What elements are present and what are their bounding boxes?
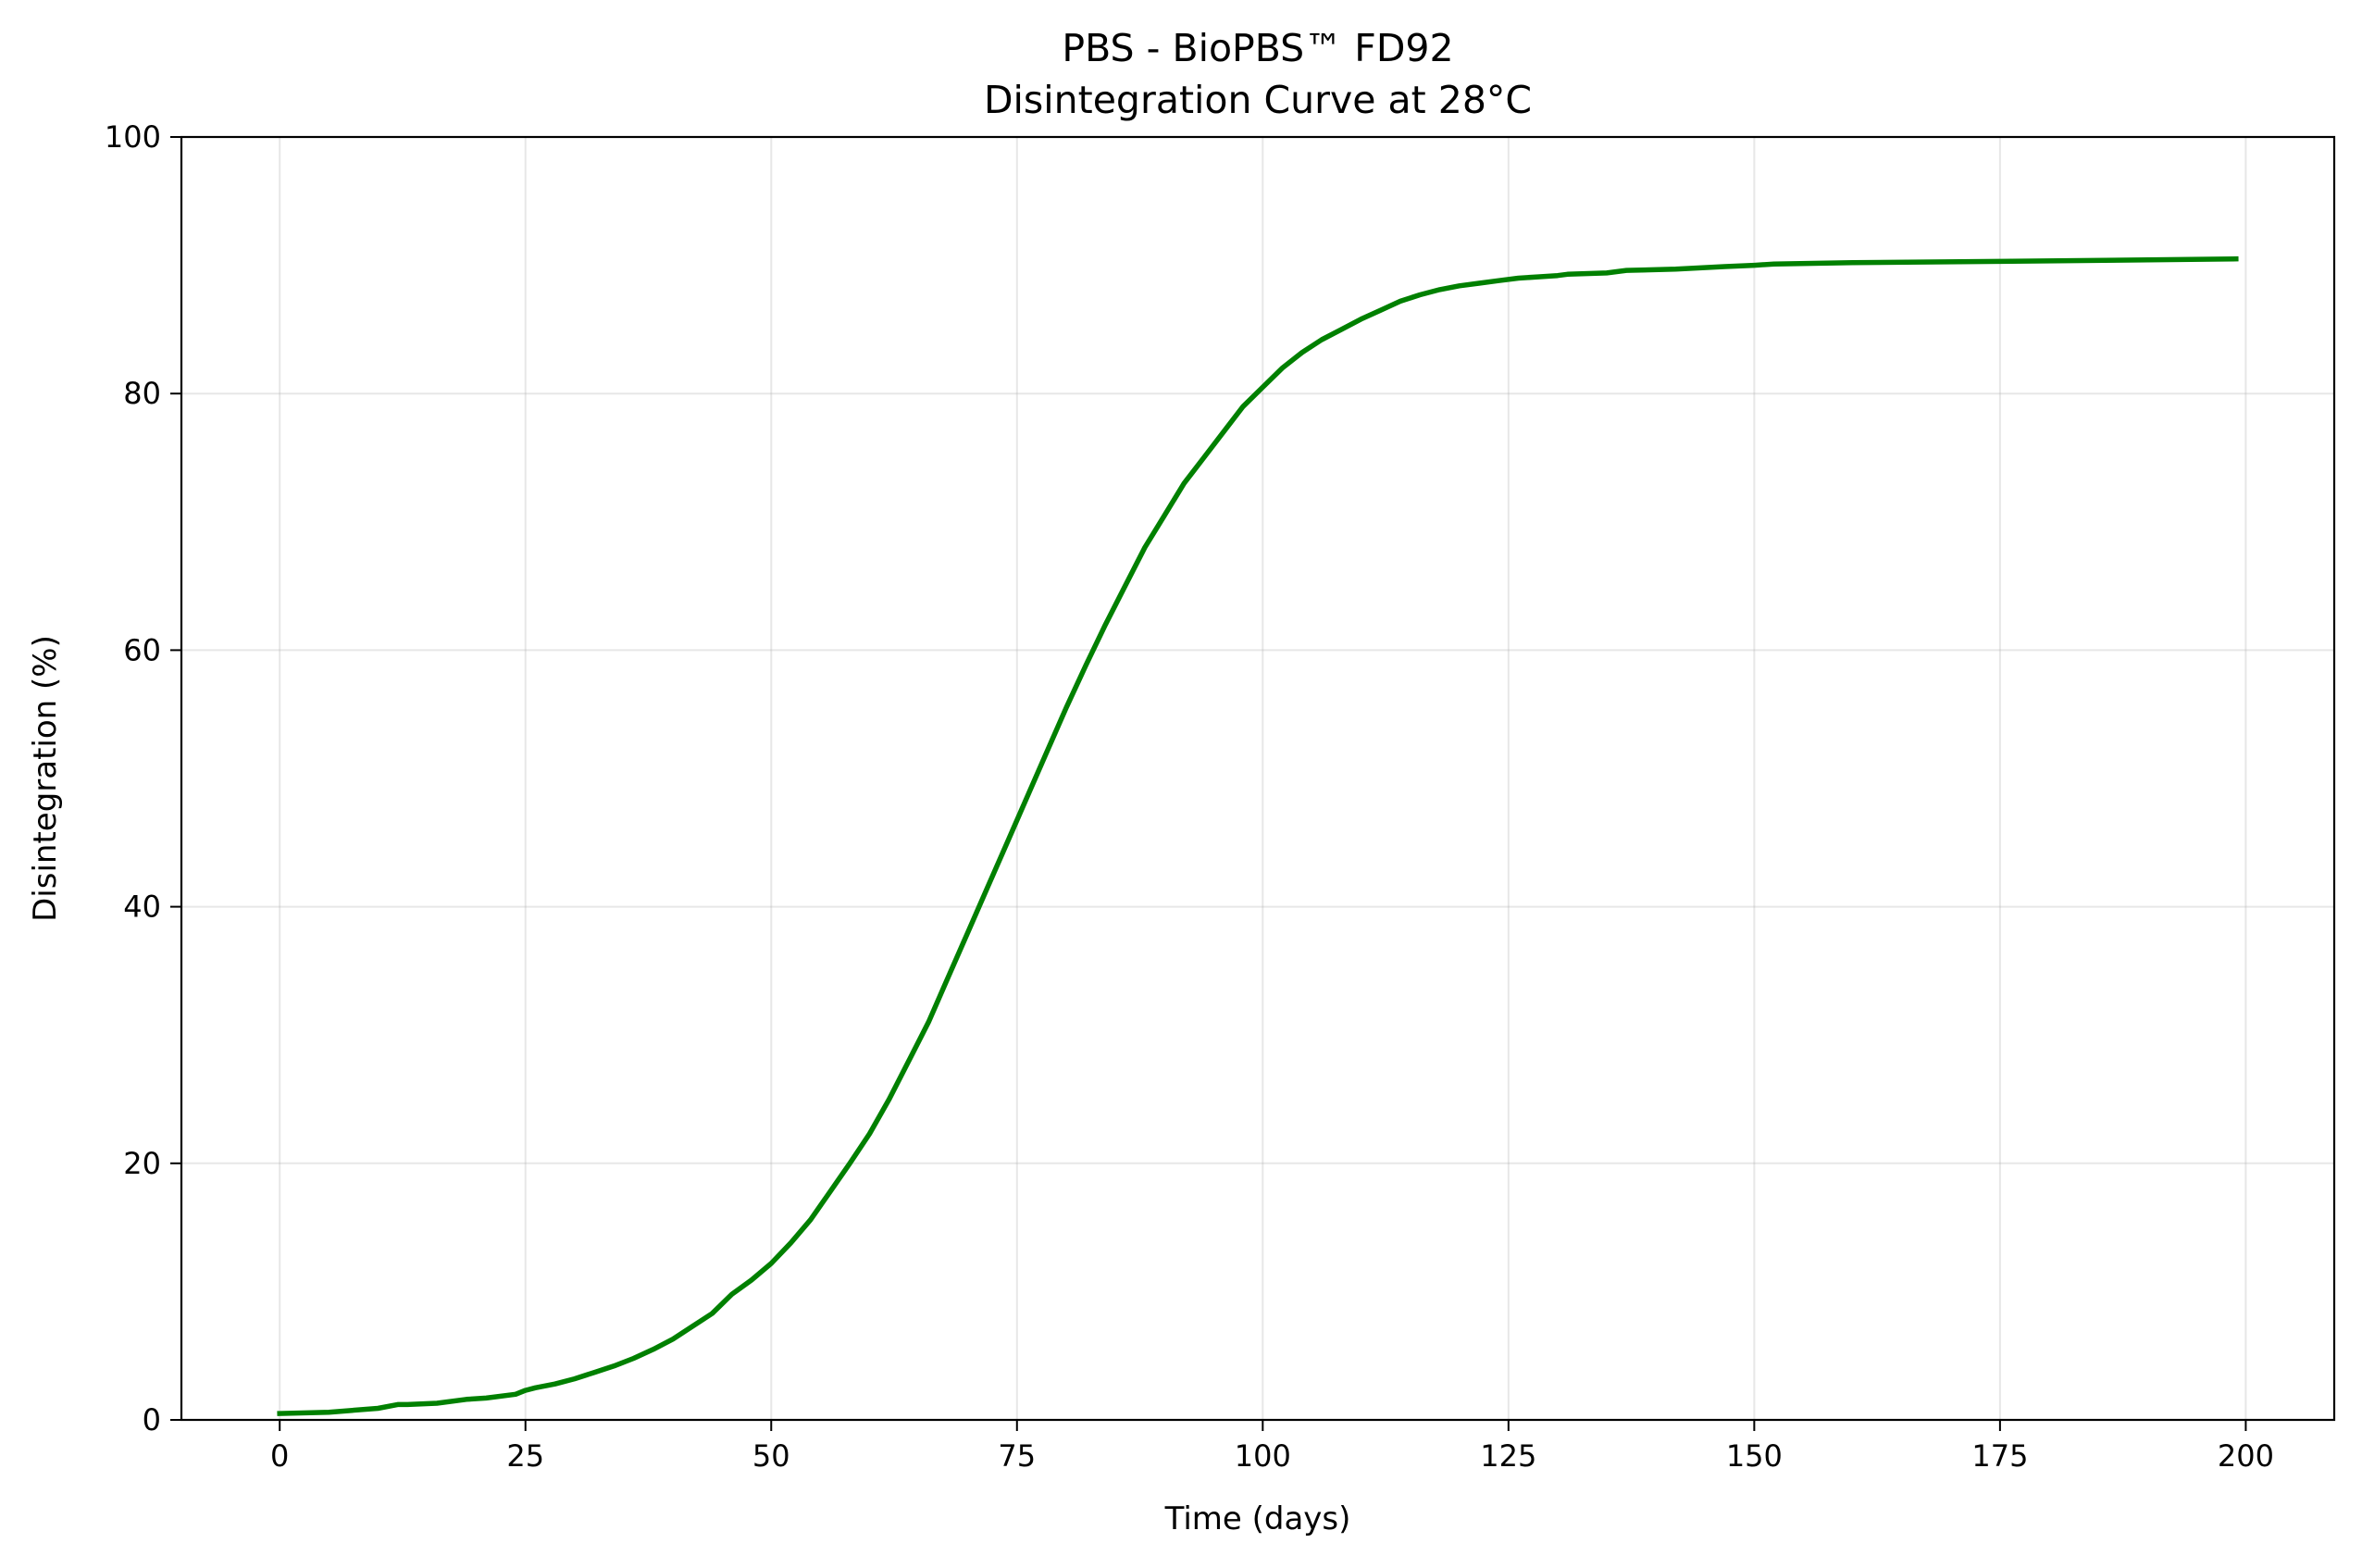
y-tick-label: 0: [143, 1402, 161, 1437]
series-line: [277, 255, 2239, 1416]
y-tick-label: 100: [105, 119, 161, 155]
y-axis-label: Disintegration (%): [27, 635, 64, 922]
y-tick-label: 60: [123, 632, 161, 667]
y-tick-label: 40: [123, 890, 161, 925]
chart-title-line-1: PBS - BioPBS™ FD92: [1062, 26, 1453, 70]
x-tick-label: 50: [752, 1438, 790, 1474]
y-tick-label: 80: [123, 376, 161, 411]
plot-frame: [180, 135, 2336, 1422]
series-layer: [277, 255, 2239, 1416]
x-tick-label: 125: [1480, 1438, 1536, 1474]
x-tick-label: 25: [506, 1438, 544, 1474]
x-tick-label: 75: [998, 1438, 1036, 1474]
chart-title-line-2: Disintegration Curve at 28°C: [984, 78, 1532, 122]
x-axis-label: Time (days): [1164, 1500, 1351, 1537]
y-tick-label: 20: [123, 1146, 161, 1181]
x-tick-label: 175: [1971, 1438, 2028, 1474]
x-tick-label: 200: [2218, 1438, 2274, 1474]
x-tick-label: 100: [1235, 1438, 1291, 1474]
x-tick-label: 0: [270, 1438, 289, 1474]
axis-ticks: 0 25 50 75 100 125 150 175 200 0 20 40 60 80 100: [105, 119, 2274, 1474]
x-tick-label: 150: [1726, 1438, 1783, 1474]
